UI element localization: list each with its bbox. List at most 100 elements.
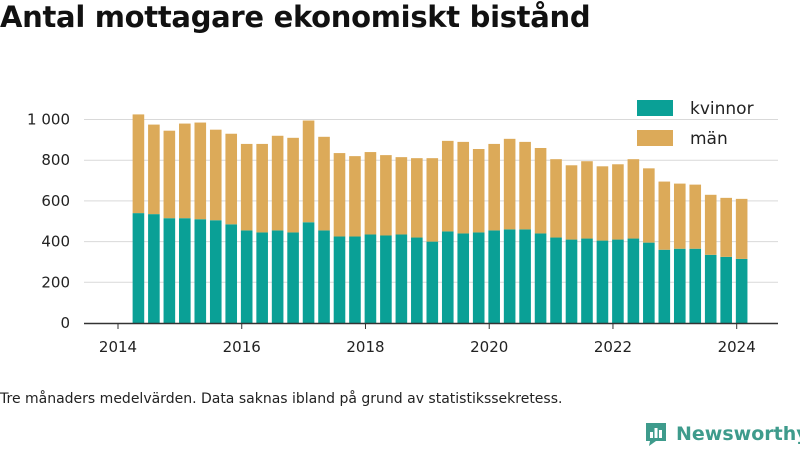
bar-kvinnor <box>519 229 531 323</box>
bar-man <box>333 153 346 237</box>
bar-kvinnor <box>550 237 562 323</box>
bar-kvinnor <box>256 232 268 323</box>
bar-kvinnor <box>380 235 392 323</box>
bar-kvinnor <box>364 234 377 323</box>
x-tick-label: 2016 <box>223 338 261 356</box>
bar-kvinnor <box>411 237 423 323</box>
bar-man <box>534 147 547 234</box>
bar-kvinnor <box>689 248 702 323</box>
footnote: Tre månaders medelvärden. Data saknas ib… <box>0 391 563 407</box>
bar-kvinnor <box>148 214 160 323</box>
legend-swatch <box>637 100 673 116</box>
bar-man <box>380 155 392 236</box>
bar-kvinnor <box>596 240 609 323</box>
bar-man <box>472 149 485 233</box>
bar-man <box>256 143 268 233</box>
bar-man <box>411 158 423 238</box>
bar-kvinnor <box>534 233 547 323</box>
y-tick-label: 400 <box>41 233 70 251</box>
bar-man <box>179 123 191 219</box>
x-axis-ticks: 2014 2016 2018 2020 2022 2024 <box>99 323 756 356</box>
bar-kvinnor <box>287 232 299 323</box>
y-tick-label: 1 000 <box>27 111 70 129</box>
bar-man <box>612 164 624 240</box>
bar-kvinnor <box>565 239 578 323</box>
bar-man <box>643 168 655 243</box>
bar-man <box>673 183 686 249</box>
bar-man <box>194 122 207 220</box>
bar-man <box>503 138 516 230</box>
bar-kvinnor <box>426 241 439 323</box>
bar-kvinnor <box>163 218 176 323</box>
bar-kvinnor <box>179 218 191 323</box>
bar-man <box>287 137 299 233</box>
bar-kvinnor <box>658 249 671 323</box>
bars <box>132 114 748 323</box>
bar-kvinnor <box>333 236 346 323</box>
bar-kvinnor <box>395 234 408 323</box>
newsworthy-logo-text: Newsworthy <box>676 423 800 445</box>
bar-man <box>271 135 284 231</box>
x-tick-label: 2024 <box>718 338 756 356</box>
bar-man <box>596 166 609 241</box>
legend-label: män <box>690 129 728 149</box>
bar-man <box>225 133 238 225</box>
bar-man <box>735 198 748 259</box>
bar-man <box>349 156 361 237</box>
bar-kvinnor <box>240 230 253 323</box>
bar-man <box>163 130 176 219</box>
bar-man <box>426 158 439 242</box>
bar-man <box>302 120 315 223</box>
bar-man <box>488 143 500 231</box>
bar-kvinnor <box>457 233 470 323</box>
bar-man <box>148 124 160 215</box>
bar-kvinnor <box>472 232 485 323</box>
y-tick-label: 200 <box>41 273 70 291</box>
bar-kvinnor <box>488 230 500 323</box>
bar-man <box>457 141 470 234</box>
bar-man <box>209 129 222 221</box>
bar-man <box>565 165 578 240</box>
bar-kvinnor <box>318 230 330 323</box>
legend-swatch <box>637 130 673 146</box>
x-tick-label: 2014 <box>99 338 137 356</box>
bar-kvinnor <box>735 258 748 323</box>
bar-kvinnor <box>271 230 284 323</box>
bar-man <box>519 141 531 230</box>
bar-kvinnor <box>132 213 145 323</box>
x-tick-label: 2020 <box>470 338 508 356</box>
bar-man <box>240 143 253 231</box>
bar-kvinnor <box>503 229 516 323</box>
bar-kvinnor <box>209 220 222 323</box>
bar-man <box>550 159 562 238</box>
bar-man <box>627 159 640 239</box>
newsworthy-logo-icon <box>646 423 666 446</box>
bar-kvinnor <box>627 238 640 323</box>
bar-man <box>720 197 732 257</box>
y-tick-label: 800 <box>41 151 70 169</box>
bar-kvinnor <box>581 238 593 323</box>
newsworthy-logo: Newsworthy <box>644 420 800 448</box>
bar-man <box>395 157 408 235</box>
bar-kvinnor <box>643 242 655 323</box>
bar-kvinnor <box>720 256 732 323</box>
bar-kvinnor <box>349 236 361 323</box>
legend-label: kvinnor <box>690 99 754 119</box>
bar-man <box>441 140 454 232</box>
y-tick-label: 600 <box>41 192 70 210</box>
bar-man <box>704 194 717 255</box>
bar-man <box>689 184 702 249</box>
chart-title: Antal mottagare ekonomiskt bistånd <box>0 0 591 34</box>
bar-kvinnor <box>194 219 207 323</box>
bar-man <box>364 152 377 235</box>
bar-man <box>658 181 671 250</box>
x-tick-label: 2018 <box>346 338 384 356</box>
bar-kvinnor <box>673 248 686 323</box>
bar-man <box>581 161 593 239</box>
x-tick-label: 2022 <box>594 338 632 356</box>
bar-kvinnor <box>302 222 315 323</box>
legend: kvinnor män <box>637 99 754 149</box>
bar-kvinnor <box>441 231 454 323</box>
bar-man <box>318 136 330 231</box>
